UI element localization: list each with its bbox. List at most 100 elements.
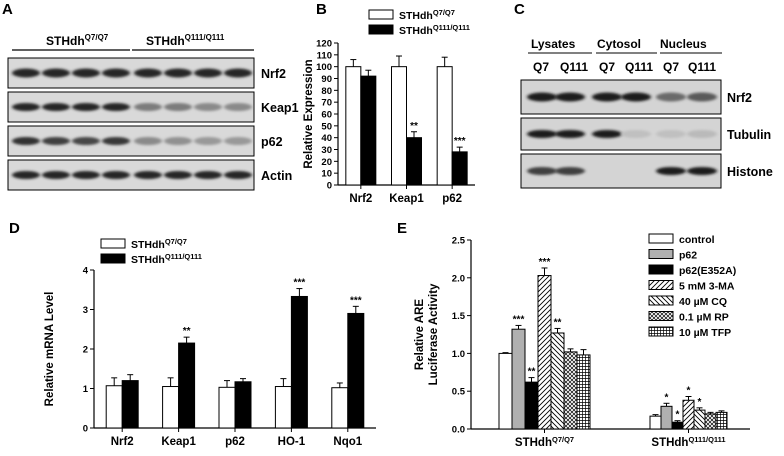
blot-label-keap1: Keap1 [261, 101, 299, 115]
blot-band [12, 103, 40, 111]
bar-keap1-series-1 [178, 342, 196, 429]
x-tick-label-nrf2: Nrf2 [349, 193, 372, 205]
blot-band [224, 103, 252, 111]
legend-swatch [100, 238, 126, 249]
bar-nrf2-series-0 [105, 385, 123, 429]
blot-band [621, 130, 651, 138]
bar-keap1-series-1 [406, 137, 422, 186]
bar-5-mm-3-ma-group-0 [537, 275, 552, 430]
lane-label: Q111 [560, 60, 588, 74]
bar-control-group-0 [498, 352, 513, 430]
blot-band [164, 68, 192, 78]
blot-band [102, 137, 130, 145]
blot-band [194, 137, 222, 145]
x-tick-label-keap1: Keap1 [161, 436, 196, 448]
significance-marker: *** [539, 257, 551, 268]
y-axis-label-line2: Luciferase Activity [428, 283, 440, 385]
bar-p62-e352a-group-1 [671, 421, 684, 430]
legend-swatch [368, 9, 394, 20]
bar-nqo1-series-1 [347, 312, 365, 429]
legend-swatch-10-m-tfp [648, 326, 674, 337]
legend-label-control: control [679, 234, 715, 246]
blot-band [164, 137, 192, 145]
y-tick-label: 30 [321, 145, 332, 156]
y-axis-label: Relative mRNA Level [44, 292, 56, 407]
y-tick-label: 90 [321, 74, 332, 85]
group-label-q111: STHdhQ111/Q111 [146, 33, 225, 48]
blot-label-p62: p62 [261, 135, 283, 149]
y-tick-label: 60 [321, 110, 332, 121]
blot-label-actin: Actin [261, 169, 292, 183]
y-tick-label: 20 [321, 157, 332, 168]
group-label-q7: STHdhQ7/Q7 [46, 33, 109, 48]
legend-label-10-m-tfp: 10 µM TFP [679, 327, 731, 339]
blot-band [42, 68, 70, 78]
bar-nrf2-series-0 [345, 66, 362, 186]
blot-band [194, 103, 222, 111]
legend-swatch-p62 [648, 249, 674, 259]
blot-band [555, 130, 585, 138]
significance-marker: ** [528, 367, 536, 378]
bar-p62-e352a-group-0 [524, 381, 539, 430]
blot-band [72, 171, 100, 179]
panel-letter-c: C [514, 1, 525, 18]
significance-marker: * [665, 392, 669, 403]
blot-band [12, 137, 40, 145]
significance-marker: *** [454, 136, 466, 147]
blot-band [164, 103, 192, 111]
blot-band [164, 171, 192, 179]
blot-band [656, 167, 686, 175]
blot-label-nrf2: Nrf2 [727, 91, 752, 105]
significance-marker: ** [554, 317, 562, 328]
legend-label: STHdhQ111/Q111 [399, 23, 470, 37]
bar-p62-series-1 [234, 381, 252, 429]
blot-band [621, 92, 651, 102]
x-tick-label-group-0: STHdhQ7/Q7 [515, 435, 574, 449]
blot-band [42, 171, 70, 179]
blot-band [134, 171, 162, 179]
legend-label-p62: p62 [679, 250, 697, 262]
y-tick-label: 120 [316, 39, 332, 50]
bar-p62-series-0 [218, 386, 236, 429]
blot-band [134, 137, 162, 145]
x-tick-label-nrf2: Nrf2 [111, 436, 134, 448]
x-tick-label-p62: p62 [225, 436, 245, 448]
significance-marker: * [687, 385, 691, 396]
legend-label: STHdhQ111/Q111 [131, 252, 202, 266]
bar-10-m-tfp-group-0 [576, 354, 591, 430]
legend-label-p62-e352a: p62(E352A) [679, 265, 736, 277]
blot-band [592, 130, 622, 138]
significance-marker: ** [183, 326, 191, 337]
blot-band [194, 171, 222, 179]
blot-band [134, 68, 162, 78]
y-tick-label: 40 [321, 133, 332, 144]
significance-marker: ** [410, 121, 418, 132]
legend-swatch-p62-e352a [648, 264, 674, 275]
legend-label: STHdhQ7/Q7 [399, 8, 455, 22]
y-tick-label: 110 [317, 50, 332, 61]
legend-swatch-40-m-cq [648, 295, 674, 306]
fraction-label-cytosol: Cytosol [597, 37, 641, 51]
blot-label-nrf2: Nrf2 [261, 67, 286, 81]
bar-40-m-cq-group-0 [550, 332, 565, 430]
legend-swatch-0-1-m-rp [648, 311, 674, 321]
y-tick-label: 2.0 [452, 273, 465, 284]
x-tick-label-p62: p62 [442, 193, 462, 205]
y-tick-label: 3 [83, 305, 88, 316]
y-tick-label: 10 [321, 169, 332, 180]
blot-band [42, 137, 70, 145]
legend-swatch [368, 24, 394, 35]
y-tick-label: 0.0 [452, 425, 465, 436]
legend-label-40-m-cq: 40 µM CQ [679, 296, 727, 308]
blot-band [687, 167, 717, 175]
blot-band [72, 137, 100, 145]
legend-label: STHdhQ7/Q7 [131, 237, 187, 251]
legend-label-5-mm-3-ma: 5 mM 3-MA [679, 281, 735, 293]
y-tick-label: 2 [83, 345, 88, 356]
blot-band [527, 130, 557, 138]
blot-band [687, 130, 717, 138]
blot-band [555, 167, 585, 175]
panel-c-blots: Lysates Cytosol Nucleus Q7 Q111 Q7 Q111 … [520, 37, 773, 189]
bar-5-mm-3-ma-group-1 [682, 399, 695, 430]
blot-band [656, 130, 686, 138]
